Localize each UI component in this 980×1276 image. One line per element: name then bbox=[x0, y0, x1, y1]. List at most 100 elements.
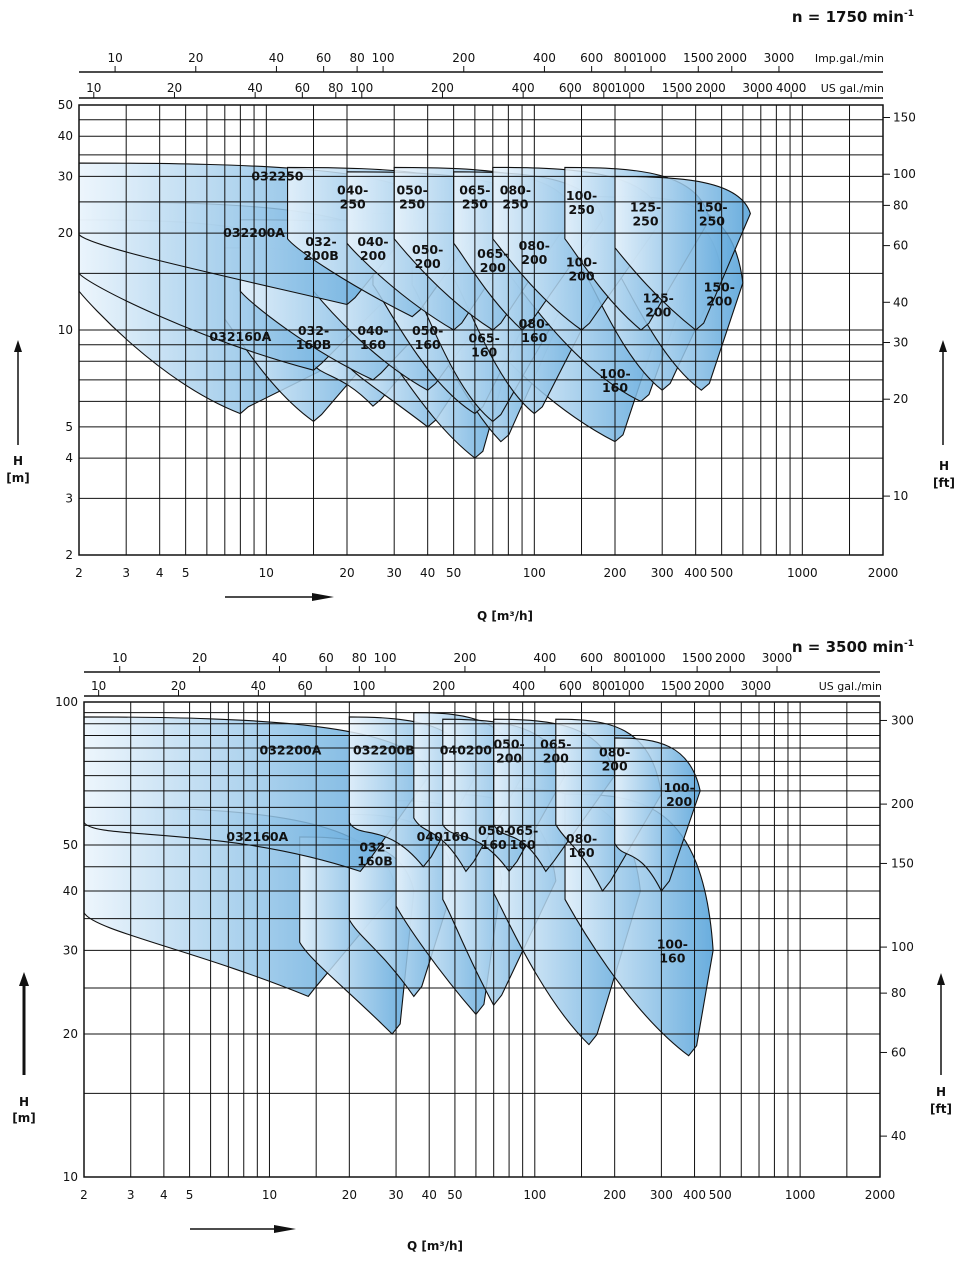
y-tick-label: 2 bbox=[65, 548, 73, 562]
ft-tick-label: 200 bbox=[891, 797, 914, 811]
us-tick-label: 1500 bbox=[661, 679, 692, 693]
curve-label: 200 bbox=[666, 794, 692, 809]
imp-tick-label: 1500 bbox=[682, 651, 713, 665]
x-tick-label: 20 bbox=[342, 1188, 357, 1202]
imp-tick-label: 1000 bbox=[635, 651, 666, 665]
us-tick-label: 2000 bbox=[695, 81, 726, 95]
x-tick-label: 2 bbox=[75, 566, 83, 580]
curve-label: 065- bbox=[459, 182, 490, 197]
imp-tick-label: 2000 bbox=[715, 651, 746, 665]
speed-label-1750: n = 1750 min-1 bbox=[791, 8, 914, 26]
us-tick-label: 600 bbox=[559, 81, 582, 95]
us-tick-label: 100 bbox=[353, 679, 376, 693]
imp-tick-label: 20 bbox=[192, 651, 207, 665]
x-axis-title: Q [m³/h] bbox=[407, 1239, 463, 1253]
curve-label: 080- bbox=[500, 182, 531, 197]
imp-tick-label: 3000 bbox=[762, 651, 793, 665]
imp-tick-label: 10 bbox=[112, 651, 127, 665]
curve-label: 200 bbox=[521, 252, 547, 267]
curve-label: 250 bbox=[568, 202, 594, 217]
curve-label: 040160 bbox=[417, 829, 469, 844]
curve-label: 160 bbox=[510, 837, 536, 852]
us-tick-label: 200 bbox=[432, 679, 455, 693]
x-tick-label: 50 bbox=[446, 566, 461, 580]
plot-frame bbox=[83, 701, 881, 1178]
us-tick-label: 80 bbox=[328, 81, 343, 95]
curve-label: 100- bbox=[599, 366, 630, 381]
curve-label: 050- bbox=[396, 182, 427, 197]
y-arrow-right-head bbox=[939, 340, 947, 352]
y-tick-label: 5 bbox=[65, 420, 73, 434]
us-tick-label: 200 bbox=[431, 81, 454, 95]
curve-label: 200 bbox=[602, 759, 628, 774]
imp-tick-label: 60 bbox=[316, 51, 331, 65]
y-tick-label: 30 bbox=[63, 943, 78, 957]
imp-tick-label: 20 bbox=[188, 51, 203, 65]
us-tick-label: 4000 bbox=[776, 81, 807, 95]
curve-label: 032200A bbox=[223, 225, 285, 240]
curve-label: 250 bbox=[399, 196, 425, 211]
y-right-axis-title: H bbox=[936, 1085, 946, 1099]
x-tick-label: 500 bbox=[710, 566, 733, 580]
curve-label: 065- bbox=[507, 823, 538, 838]
curve-label: 032200A bbox=[260, 743, 322, 758]
ft-tick-label: 20 bbox=[893, 392, 908, 406]
curve-label: 200 bbox=[480, 260, 506, 275]
ft-tick-label: 150 bbox=[893, 111, 916, 125]
y-tick-label: 10 bbox=[58, 323, 73, 337]
imp-tick-label: 1500 bbox=[683, 51, 714, 65]
ft-tick-label: 100 bbox=[893, 167, 916, 181]
curve-label: 040- bbox=[337, 182, 368, 197]
us-tick-label: 100 bbox=[350, 81, 373, 95]
curve-label: 100- bbox=[566, 255, 597, 270]
us-tick-label: 3000 bbox=[742, 81, 773, 95]
y-arrow-left-head bbox=[19, 972, 29, 986]
y-axis-unit: [m] bbox=[12, 1111, 35, 1125]
x-tick-label: 50 bbox=[447, 1188, 462, 1202]
x-tick-label: 200 bbox=[604, 566, 627, 580]
curve-label: 150- bbox=[696, 200, 727, 215]
curve-label: 040- bbox=[357, 323, 388, 338]
curve-label: 032160A bbox=[209, 329, 271, 344]
ft-tick-label: 60 bbox=[891, 1045, 906, 1059]
imp-tick-label: 200 bbox=[452, 51, 475, 65]
curve-label: 100- bbox=[664, 780, 695, 795]
x-axis-title: Q [m³/h] bbox=[477, 609, 533, 623]
curve-label: 160 bbox=[415, 337, 441, 352]
curve-label: 250 bbox=[632, 214, 658, 229]
x-tick-label: 4 bbox=[156, 566, 164, 580]
us-tick-label: 400 bbox=[512, 679, 535, 693]
curve-label: 150- bbox=[704, 279, 735, 294]
curve-label: 160 bbox=[659, 950, 685, 965]
curve-label: 200 bbox=[568, 269, 594, 284]
us-tick-label: 1000 bbox=[614, 679, 645, 693]
curve-label: 250 bbox=[502, 196, 528, 211]
ft-tick-label: 30 bbox=[893, 336, 908, 350]
ft-tick-label: 80 bbox=[893, 198, 908, 212]
ft-tick-label: 100 bbox=[891, 940, 914, 954]
curve-label: 200B bbox=[303, 248, 339, 263]
x-tick-label: 1000 bbox=[785, 1188, 816, 1202]
speed-label-3500: n = 3500 min-1 bbox=[791, 638, 914, 656]
us-tick-label: 10 bbox=[86, 81, 101, 95]
imp-tick-label: 100 bbox=[372, 51, 395, 65]
y-right-axis-unit: [ft] bbox=[933, 476, 955, 490]
ft-tick-label: 60 bbox=[893, 239, 908, 253]
imp-tick-label: 80 bbox=[352, 651, 367, 665]
curve-label: 160 bbox=[602, 380, 628, 395]
imp-tick-label: 40 bbox=[269, 51, 284, 65]
y-tick-label: 3 bbox=[65, 491, 73, 505]
curve-label: 160B bbox=[357, 853, 393, 868]
y-axis-unit: [m] bbox=[6, 471, 29, 485]
curve-label: 032- bbox=[359, 839, 390, 854]
curve-label: 200 bbox=[415, 256, 441, 271]
curve-label: 200 bbox=[543, 751, 569, 766]
y-tick-label: 10 bbox=[63, 1170, 78, 1184]
curve-label: 040200 bbox=[440, 743, 492, 758]
y-arrow-left-head bbox=[14, 340, 22, 352]
us-tick-label: 60 bbox=[297, 679, 312, 693]
x-tick-label: 400 bbox=[684, 566, 707, 580]
x-tick-label: 3 bbox=[122, 566, 130, 580]
imp-tick-label: 3000 bbox=[764, 51, 795, 65]
